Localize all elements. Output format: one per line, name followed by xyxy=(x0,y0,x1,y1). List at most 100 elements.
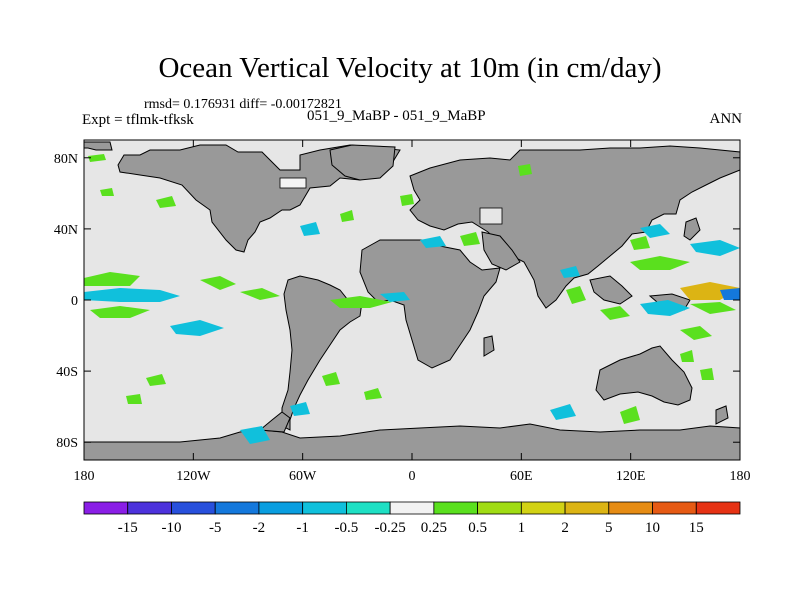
anomaly-patch-blue xyxy=(170,320,224,336)
lat-tick-label: 80N xyxy=(54,152,78,167)
colorbar-label: 10 xyxy=(645,520,660,536)
colorbar-swatch xyxy=(389,501,435,515)
colorbar-label: 5 xyxy=(605,520,613,536)
anomaly-patch-green xyxy=(400,194,414,206)
anomaly-patch-green xyxy=(200,276,236,290)
anomaly-patch-blue xyxy=(240,426,270,444)
colorbar-swatch xyxy=(652,501,697,515)
colorbar-label: -10 xyxy=(161,520,181,536)
anomaly-patch-blue xyxy=(550,404,576,420)
colorbar-label: -0.5 xyxy=(335,520,359,536)
anomaly-patch-blue xyxy=(380,292,410,302)
longitude-axis: 180 120W 60W 0 60E 120E 180 xyxy=(74,140,751,484)
colorbar-label: 0.5 xyxy=(468,520,487,536)
anomaly-patch-green xyxy=(88,154,106,162)
anomaly-patch-blue xyxy=(290,402,310,416)
colorbar-swatch xyxy=(520,501,566,515)
anomaly-patch-green xyxy=(364,388,382,400)
colorbar-swatch xyxy=(171,501,216,515)
anomaly-patch-green xyxy=(460,232,480,246)
anomaly-patch-green xyxy=(156,196,176,208)
lon-tick-label: 180 xyxy=(730,469,751,484)
season-label: ANN xyxy=(709,111,743,127)
anomaly-patch-green xyxy=(240,288,280,300)
anomaly-patch-green xyxy=(126,394,142,404)
colorbar-swatch xyxy=(127,501,172,515)
anomaly-patch-blue xyxy=(560,266,580,278)
land-indonesia xyxy=(589,275,633,305)
anomaly-patch-green xyxy=(340,210,354,222)
lon-tick-label: 60W xyxy=(289,469,317,484)
anomaly-patch-green xyxy=(600,306,630,320)
anomaly-patch-green xyxy=(84,272,140,286)
anomaly-patch-green xyxy=(90,306,150,318)
colorbar-swatch xyxy=(477,501,522,515)
lon-tick-label: 60E xyxy=(510,469,533,484)
colorbar: -15 -10 -5 -2 -1 -0.5 -0.25 0.25 0.5 1 2 5 10 15 xyxy=(83,501,741,536)
anomaly-patch-green xyxy=(690,302,736,314)
land-antarctic-peninsula xyxy=(258,411,291,433)
colorbar-swatch xyxy=(564,501,610,515)
colorbar-swatch xyxy=(695,501,741,515)
inland-sea xyxy=(479,207,503,225)
anomaly-patch-green xyxy=(700,368,714,380)
colorbar-label: -2 xyxy=(253,520,266,536)
lat-tick-label: 80S xyxy=(56,436,78,451)
colorbar-swatch xyxy=(608,501,653,515)
stats-text: rmsd= 0.176931 diff= -0.00172821 xyxy=(144,97,342,112)
colorbar-label: 0.25 xyxy=(421,520,447,536)
lon-tick-label: 120E xyxy=(616,469,646,484)
colorbar-swatch xyxy=(258,501,304,515)
anomaly-patch-green xyxy=(630,256,690,270)
anomaly-patch-green xyxy=(146,374,166,386)
anomaly-patch-blue xyxy=(300,222,320,236)
land-japan xyxy=(683,217,701,241)
colorbar-label: -0.25 xyxy=(375,520,406,536)
anomaly-patch-green xyxy=(518,164,532,176)
anomaly-patch-blue xyxy=(84,288,180,302)
land-eurasia xyxy=(409,145,741,309)
lon-tick-label: 120W xyxy=(176,469,211,484)
lon-tick-label: 180 xyxy=(74,469,95,484)
land-south-america xyxy=(281,275,363,431)
anomaly-patch-green xyxy=(680,350,694,362)
land-new-zealand xyxy=(715,405,729,425)
anomaly-patch-blue xyxy=(690,240,740,256)
experiment-label: Expt = tflmk-tfksk xyxy=(82,112,194,128)
anomaly-patch-blue xyxy=(640,300,690,316)
colorbar-label: -1 xyxy=(296,520,309,536)
plot-title: Ocean Vertical Velocity at 10m (in cm/da… xyxy=(158,52,662,84)
colorbar-label: 15 xyxy=(689,520,704,536)
anomaly-patch-green xyxy=(630,236,650,250)
lat-tick-label: 40S xyxy=(56,365,78,380)
colorbar-label: -15 xyxy=(118,520,138,536)
colorbar-swatch xyxy=(345,501,391,515)
velocity-anomaly-patches xyxy=(84,154,740,444)
latitude-axis: 80N 40N 0 40S 80S xyxy=(54,152,740,451)
anomaly-patch-blue xyxy=(640,224,670,238)
anomaly-patch-blue xyxy=(420,236,446,248)
lon-tick-label: 0 xyxy=(409,469,416,484)
colorbar-swatch xyxy=(302,501,347,515)
lat-tick-label: 40N xyxy=(54,223,78,238)
lat-tick-label: 0 xyxy=(71,294,78,309)
anomaly-patch-green xyxy=(620,406,640,424)
colorbar-swatch xyxy=(214,501,260,515)
hudson-bay xyxy=(279,177,307,189)
land-north-america xyxy=(117,144,401,253)
experiment-case: 051_9_MaBP - 051_9_MaBP xyxy=(307,108,486,124)
colorbar-label: 1 xyxy=(518,520,526,536)
anomaly-patch-green xyxy=(566,286,586,304)
anomaly-patch-green xyxy=(680,326,712,340)
colorbar-label: 2 xyxy=(561,520,569,536)
land-masses xyxy=(83,141,741,461)
colorbar-label: -5 xyxy=(209,520,222,536)
land-arabia xyxy=(481,231,521,271)
colorbar-swatch xyxy=(433,501,479,515)
anomaly-patch-green xyxy=(330,296,392,308)
colorbar-swatch xyxy=(83,501,129,515)
land-madagascar xyxy=(483,335,495,357)
anomaly-patch-green xyxy=(100,188,114,196)
land-greenland xyxy=(329,144,396,181)
